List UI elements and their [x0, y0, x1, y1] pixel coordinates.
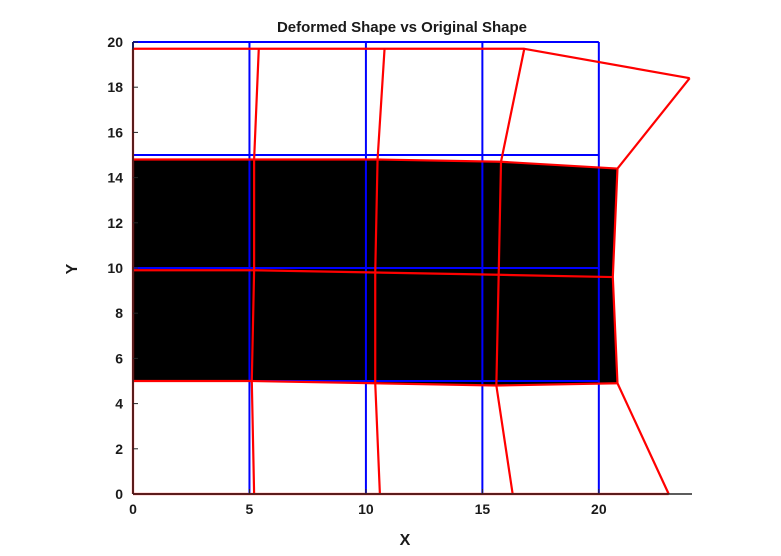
- chart-title: Deformed Shape vs Original Shape: [277, 19, 527, 36]
- y-tick-label: 6: [115, 350, 123, 366]
- y-tick-label: 18: [107, 79, 123, 95]
- y-tick-label: 20: [107, 34, 123, 50]
- x-tick-label: 20: [591, 501, 607, 517]
- deformed-mesh-line: [133, 47, 690, 80]
- deformed-mesh-line: [374, 48, 386, 495]
- y-tick-label: 14: [107, 170, 123, 186]
- deformed-mesh-line: [495, 48, 526, 495]
- axes: 0 5 10 15 20 0 2 4 6 8 10 12 14 16 18 20: [107, 34, 692, 517]
- y-tick-label: 10: [107, 260, 123, 276]
- filled-element: [254, 159, 378, 273]
- y-tick-label: 16: [107, 124, 123, 140]
- plot-area: [131, 41, 691, 496]
- filled-element: [498, 161, 618, 277]
- filled-element: [133, 159, 255, 271]
- x-tick-label: 0: [129, 501, 137, 517]
- x-tick-label: 5: [246, 501, 254, 517]
- x-axis-label: X: [400, 532, 411, 549]
- y-tick-label: 4: [115, 396, 123, 412]
- deformed-mesh-line: [250, 48, 260, 495]
- x-tick-label: 10: [358, 501, 374, 517]
- y-tick-label: 12: [107, 215, 123, 231]
- filled-element: [375, 272, 499, 386]
- filled-element: [496, 274, 618, 386]
- y-tick-label: 2: [115, 441, 123, 457]
- filled-element: [133, 270, 255, 381]
- y-tick-label: 0: [115, 486, 123, 502]
- y-axis-label: Y: [64, 263, 81, 274]
- y-tick-label: 8: [115, 305, 123, 321]
- filled-element: [251, 270, 376, 384]
- filled-element: [375, 159, 501, 275]
- deformed-mesh-line: [611, 77, 691, 495]
- x-tick-label: 15: [475, 501, 491, 517]
